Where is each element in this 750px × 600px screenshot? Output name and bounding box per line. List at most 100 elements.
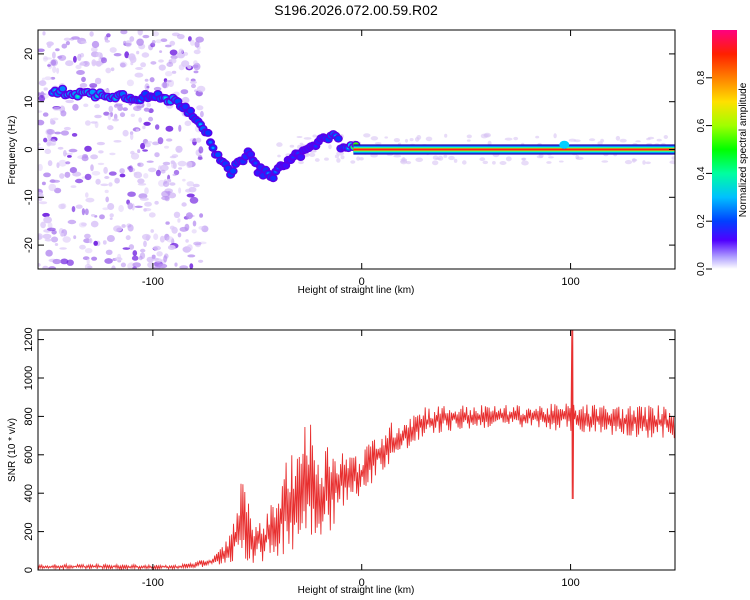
noise-speckle: [416, 135, 422, 140]
noise-speckle: [646, 137, 651, 141]
snr-series-line: [38, 330, 675, 570]
noise-speckle: [140, 62, 147, 68]
noise-speckle: [163, 255, 168, 263]
noise-speckle: [479, 157, 486, 162]
noise-speckle: [126, 79, 134, 87]
noise-speckle: [38, 95, 46, 102]
noise-speckle: [109, 47, 117, 53]
noise-speckle: [148, 108, 154, 114]
noise-speckle: [140, 248, 146, 253]
noise-speckle: [137, 149, 141, 154]
noise-speckle: [276, 142, 283, 147]
noise-speckle: [158, 59, 164, 63]
noise-speckle: [144, 83, 150, 91]
noise-speckle: [189, 263, 194, 269]
noise-speckle: [521, 160, 529, 166]
noise-speckle: [71, 36, 80, 40]
noise-speckle: [52, 117, 59, 121]
noise-speckle: [121, 224, 126, 228]
noise-speckle: [49, 118, 54, 125]
noise-speckle: [51, 179, 61, 183]
noise-speckle: [656, 138, 662, 142]
noise-speckle: [84, 173, 92, 181]
noise-speckle: [71, 133, 78, 137]
noise-speckle: [165, 221, 170, 225]
noise-speckle: [38, 163, 43, 172]
noise-speckle: [108, 182, 113, 187]
spectrogram-data: [38, 30, 675, 269]
noise-speckle: [73, 55, 77, 63]
noise-speckle: [160, 38, 168, 42]
noise-speckle: [189, 80, 197, 84]
noise-speckle: [181, 96, 190, 104]
noise-speckle: [425, 136, 433, 142]
noise-speckle: [76, 70, 85, 75]
ridge-blob-core: [187, 108, 194, 114]
noise-speckle: [57, 55, 63, 59]
y-tick-label: 0: [23, 146, 35, 152]
colorbar-tick-label: 0.8: [696, 70, 707, 84]
noise-speckle: [405, 138, 408, 143]
noise-speckle: [356, 156, 361, 161]
noise-speckle: [50, 236, 59, 243]
noise-speckle: [143, 173, 149, 179]
noise-speckle: [134, 205, 143, 208]
noise-speckle: [190, 39, 195, 46]
noise-speckle: [120, 262, 126, 268]
noise-speckle: [136, 105, 141, 109]
noise-speckle: [130, 113, 135, 118]
ridge-blob-peak: [211, 146, 215, 150]
noise-speckle: [38, 197, 43, 201]
noise-speckle: [359, 157, 364, 161]
noise-speckle: [152, 245, 161, 251]
spectrogram-xlabel: Height of straight line (km): [298, 285, 415, 296]
noise-speckle: [38, 110, 43, 113]
noise-speckle: [146, 102, 151, 108]
noise-speckle: [521, 157, 527, 161]
noise-speckle: [46, 139, 52, 147]
noise-speckle: [84, 145, 92, 152]
noise-speckle: [97, 162, 105, 166]
noise-speckle: [167, 245, 176, 250]
noise-speckle: [140, 142, 146, 150]
x-tick-label: -100: [142, 276, 164, 288]
noise-speckle: [573, 139, 581, 143]
noise-speckle: [103, 166, 108, 174]
noise-speckle: [159, 164, 169, 172]
noise-speckle: [164, 80, 172, 83]
snr-ylabel: SNR (10 * v/v): [7, 418, 18, 482]
noise-speckle: [89, 31, 94, 37]
noise-speckle: [196, 85, 206, 93]
noise-speckle: [104, 258, 113, 264]
noise-speckle: [191, 229, 197, 234]
noise-speckle: [162, 81, 168, 89]
noise-speckle: [166, 138, 173, 142]
noise-speckle: [60, 232, 65, 237]
noise-speckle: [42, 233, 52, 240]
noise-speckle: [94, 121, 99, 129]
noise-speckle: [52, 51, 56, 59]
noise-speckle: [104, 189, 109, 194]
noise-speckle: [162, 161, 171, 166]
noise-speckle: [95, 60, 102, 67]
noise-speckle: [65, 99, 75, 104]
noise-speckle: [186, 193, 195, 198]
y-tick-label: 20: [23, 48, 35, 60]
noise-speckle: [151, 31, 160, 37]
noise-speckle: [73, 235, 77, 240]
noise-speckle: [109, 217, 113, 220]
noise-speckle: [303, 137, 312, 140]
noise-speckle: [109, 111, 113, 117]
noise-speckle: [78, 222, 87, 228]
ridge-blob-core: [270, 175, 277, 181]
ridge-blob-core: [59, 86, 66, 92]
colorbar-label: Normalized spectral amplitude: [738, 82, 749, 217]
y-tick-label: 600: [23, 446, 35, 464]
noise-speckle: [79, 244, 86, 250]
noise-speckle: [142, 34, 150, 39]
noise-speckle: [152, 141, 160, 146]
noise-speckle: [393, 154, 402, 158]
noise-speckle: [81, 76, 86, 83]
noise-speckle: [363, 133, 371, 138]
noise-speckle: [113, 113, 118, 121]
